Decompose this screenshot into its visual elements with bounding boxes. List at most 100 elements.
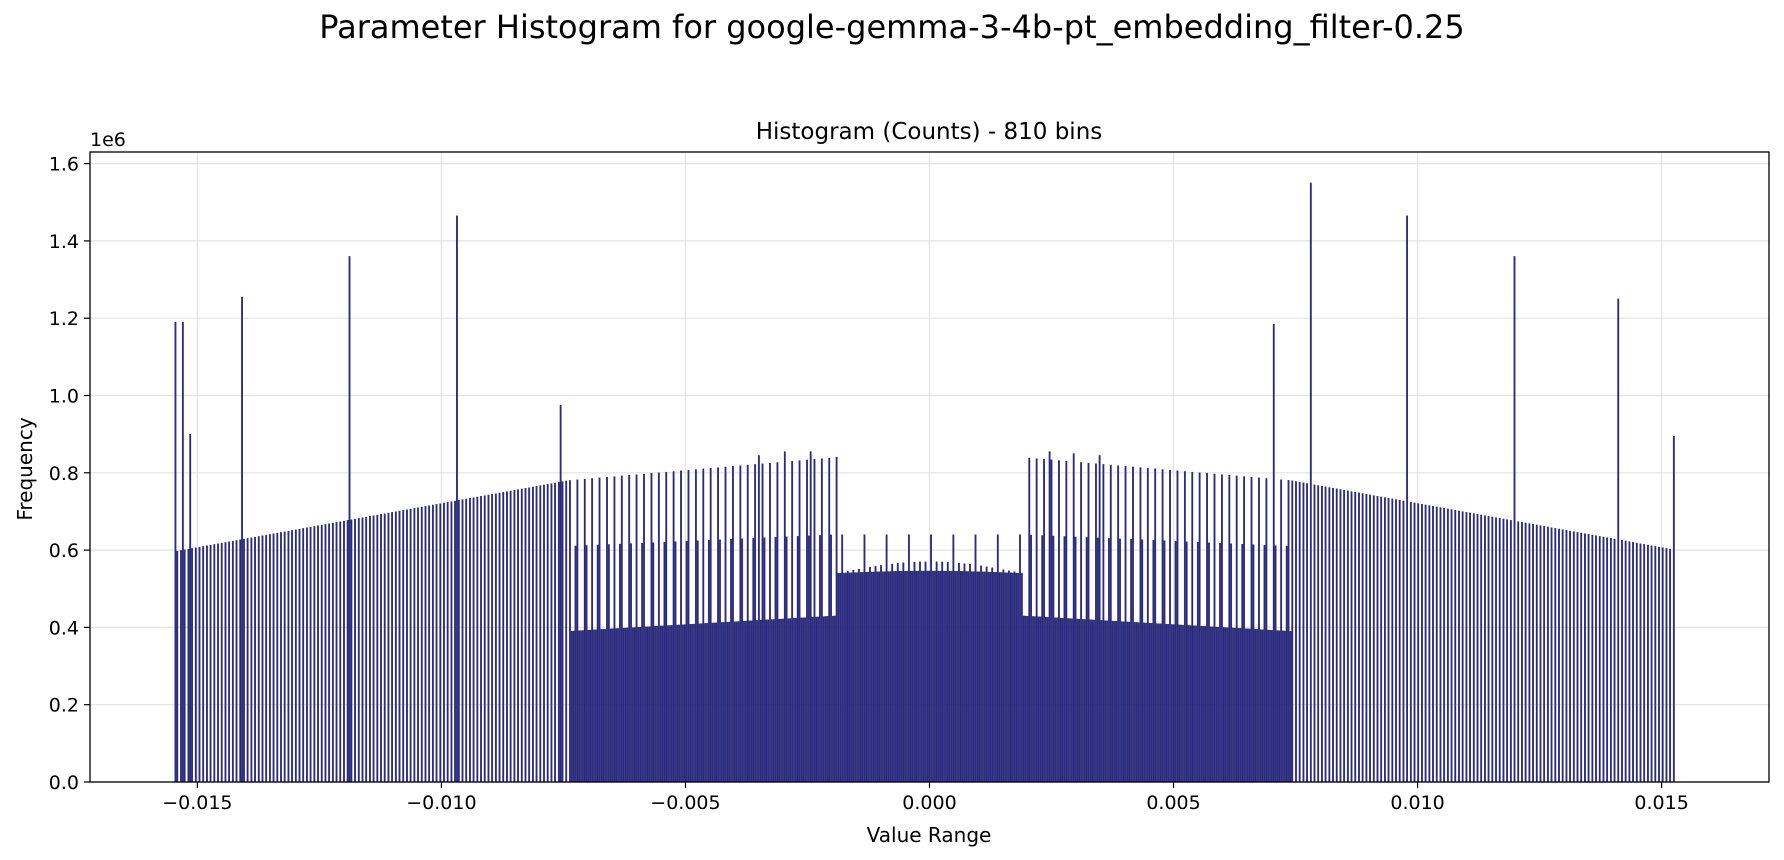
histogram-bar	[1059, 617, 1062, 783]
histogram-bar	[561, 481, 564, 783]
histogram-bar	[1295, 481, 1297, 783]
histogram-bar	[181, 321, 184, 783]
histogram-bar	[898, 571, 901, 783]
histogram-bar	[965, 571, 968, 783]
histogram-bar	[1506, 519, 1509, 783]
histogram-bar	[1209, 626, 1212, 783]
histogram-bar	[674, 541, 677, 783]
histogram-bar	[1078, 618, 1081, 783]
histogram-bar	[896, 563, 899, 783]
histogram-bar	[1150, 623, 1153, 783]
histogram-bar	[291, 530, 293, 783]
histogram-bar	[1395, 499, 1397, 783]
histogram-bar	[833, 615, 836, 783]
histogram-bar	[1154, 468, 1157, 783]
histogram-bar	[722, 622, 725, 783]
histogram-bar	[715, 622, 718, 783]
histogram-bar	[720, 622, 723, 783]
histogram-bar	[700, 623, 703, 783]
histogram-bar	[824, 616, 827, 783]
histogram-bar	[1439, 507, 1442, 783]
y-tick-label: 0.6	[49, 540, 79, 562]
y-offset-label: 1e6	[90, 129, 126, 151]
histogram-bar	[1083, 619, 1086, 783]
histogram-bar	[402, 510, 405, 783]
histogram-bar	[1076, 618, 1079, 783]
histogram-bar	[217, 543, 219, 783]
histogram-bar	[1235, 475, 1238, 783]
histogram-bar	[696, 540, 699, 783]
histogram-bar	[789, 618, 792, 783]
histogram-bar	[980, 565, 983, 783]
histogram-bar	[1135, 622, 1138, 783]
histogram-bar	[698, 623, 701, 783]
histogram-bar	[1163, 540, 1166, 783]
histogram-bar	[711, 622, 714, 783]
histogram-bar	[637, 627, 640, 783]
histogram-bar	[1239, 628, 1242, 783]
histogram-bar	[276, 532, 279, 783]
histogram-bar	[420, 506, 423, 783]
histogram-bar	[613, 476, 616, 783]
histogram-bar	[1208, 542, 1210, 783]
histogram-bar	[743, 620, 745, 783]
histogram-bar	[1215, 626, 1218, 783]
histogram-bar	[1587, 534, 1590, 783]
histogram-bar	[593, 629, 595, 783]
histogram-bar	[1058, 460, 1060, 783]
histogram-bar	[967, 571, 970, 783]
histogram-bar	[943, 570, 945, 783]
histogram-bar	[819, 535, 821, 783]
histogram-bar	[939, 570, 942, 783]
histogram-bar	[1380, 496, 1383, 783]
y-tick-label: 0.2	[49, 695, 79, 717]
histogram-bar	[876, 571, 879, 783]
histogram-bar	[1109, 464, 1112, 783]
histogram-bar	[632, 627, 634, 783]
histogram-bar	[1272, 323, 1275, 783]
histogram-bar	[1061, 617, 1064, 783]
histogram-bar	[1628, 541, 1631, 783]
histogram-bar	[1280, 479, 1283, 783]
histogram-bar	[663, 541, 666, 783]
histogram-bar	[320, 524, 323, 783]
histogram-bar	[335, 522, 338, 783]
histogram-bar	[398, 510, 401, 783]
histogram-bar	[995, 572, 997, 783]
histogram-bar	[941, 561, 944, 783]
histogram-bar	[798, 460, 801, 783]
histogram-bar	[1480, 514, 1483, 783]
histogram-bar	[391, 512, 394, 783]
histogram-bar	[483, 495, 486, 783]
histogram-bar	[917, 570, 920, 783]
histogram-bar	[1002, 569, 1005, 783]
histogram-bar	[1484, 515, 1486, 783]
histogram-bar	[1432, 506, 1434, 783]
histogram-bar	[250, 537, 253, 783]
histogram-bar	[413, 508, 416, 783]
histogram-bar	[735, 621, 738, 783]
histogram-bar	[830, 534, 832, 783]
histogram-bar	[268, 534, 271, 783]
histogram-bar	[952, 534, 955, 783]
histogram-bar	[465, 498, 468, 783]
histogram-bar	[1643, 544, 1646, 783]
histogram-bar	[354, 518, 356, 783]
histogram-bar	[863, 534, 866, 783]
histogram-bar	[1224, 627, 1227, 783]
histogram-bar	[733, 621, 736, 783]
histogram-bar	[1421, 504, 1423, 783]
histogram-bar	[1137, 622, 1140, 783]
histogram-bar	[1072, 453, 1075, 783]
histogram-bar	[1391, 498, 1394, 783]
histogram-bar	[231, 540, 234, 783]
histogram-bar	[1080, 462, 1083, 783]
histogram-bar	[665, 471, 668, 783]
histogram-bar	[180, 550, 182, 783]
histogram-bar	[1550, 527, 1553, 783]
histogram-bar	[456, 215, 458, 783]
histogram-bar	[852, 569, 855, 783]
histogram-bar	[1313, 484, 1316, 783]
histogram-bar	[1647, 544, 1649, 783]
histogram-bar	[1243, 476, 1246, 783]
